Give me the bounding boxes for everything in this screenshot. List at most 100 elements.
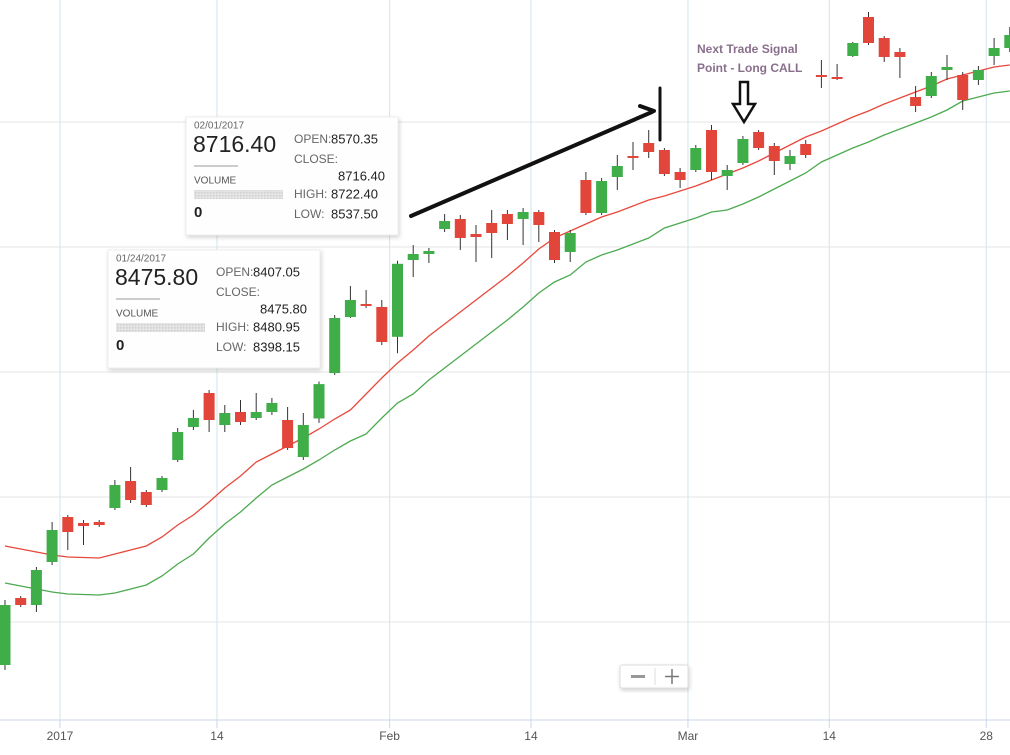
zoom-icon[interactable]: [631, 675, 645, 678]
candle-body: [957, 75, 969, 100]
tooltip-volume-label: VOLUME: [116, 309, 159, 320]
volume-bar: [116, 323, 205, 332]
candle-body: [501, 214, 513, 224]
tooltip-volume-label: VOLUME: [194, 176, 237, 187]
candle-body: [62, 517, 74, 532]
x-tick-label: Feb: [379, 729, 400, 743]
tooltip-field-value: 8716.40: [338, 168, 385, 183]
candles: [0, 12, 1010, 670]
candle-body: [407, 254, 419, 260]
candle-body: [282, 420, 294, 448]
candle-body: [611, 166, 623, 177]
candle-body: [30, 570, 42, 605]
tooltip-field-value: 8537.50: [331, 206, 378, 221]
candle-body: [0, 605, 11, 665]
pan-button[interactable]: [665, 669, 679, 684]
tooltip-field-value: 8475.80: [260, 301, 307, 316]
candle-body: [470, 234, 482, 237]
annotation: Next Trade Signal: [697, 42, 798, 56]
candle-body: [219, 413, 231, 425]
candle-body: [863, 17, 874, 43]
candle-body: [313, 384, 325, 419]
candle-body: [376, 307, 388, 342]
candle-body: [878, 38, 890, 57]
candle-body: [203, 393, 215, 420]
candle-body: [439, 221, 451, 229]
candle-body: [658, 150, 670, 174]
candle-body: [596, 181, 608, 213]
tooltip-date: 02/01/2017: [194, 121, 244, 132]
zoom-button[interactable]: [623, 668, 653, 685]
candle-body: [187, 418, 199, 427]
signal-arrow: [730, 80, 758, 125]
tooltip-field-label: OPEN:: [216, 265, 253, 279]
candle-body: [941, 67, 953, 70]
candle-body: [580, 180, 592, 213]
tooltip-volume: 0: [194, 204, 202, 221]
tooltip-box: [107, 249, 321, 369]
candle-body: [454, 219, 466, 238]
tooltip-field-label: OPEN:: [294, 132, 331, 146]
candle-body: [392, 263, 403, 337]
annotation: Point - Long CALL: [697, 61, 802, 75]
candle-body: [690, 148, 702, 170]
tooltip-price: 8716.40: [193, 131, 276, 157]
candle-body: [1004, 35, 1010, 48]
candle-body: [517, 212, 529, 219]
candle-body: [140, 492, 152, 505]
candle-body: [768, 146, 780, 161]
candle-body: [674, 172, 686, 180]
tooltip-field-label: LOW:: [216, 340, 246, 354]
tooltip-field-value: 8722.40: [331, 186, 378, 201]
candle-body: [250, 412, 262, 418]
candle-body: [235, 412, 246, 422]
candle-body: [831, 77, 843, 79]
candle-body: [46, 530, 58, 562]
tooltip-field-label: HIGH:: [294, 187, 327, 201]
candle-body: [109, 485, 121, 508]
candle-body: [910, 97, 922, 106]
moving-average-line: [4, 64, 1010, 559]
tooltip-field-value: 8570.35: [331, 131, 378, 146]
moving-average-line: [4, 90, 1010, 596]
candle-body: [643, 143, 655, 152]
candle-body: [706, 130, 717, 172]
candle-body: [925, 76, 937, 96]
candle-body: [172, 432, 184, 460]
tooltip-field-label: CLOSE:: [216, 285, 260, 299]
tooltip-date: 01/24/2017: [116, 254, 166, 265]
candle-body: [297, 425, 309, 457]
tooltip-field-value: 8398.15: [253, 339, 300, 354]
moving-averages: [4, 64, 1010, 596]
candle-body: [800, 144, 812, 155]
candle-body: [753, 132, 765, 148]
tooltip-field-label: LOW:: [294, 207, 324, 221]
candle-body: [266, 403, 278, 412]
candle-body: [344, 300, 356, 317]
tooltip-price: 8475.80: [115, 264, 198, 290]
candle-body: [847, 43, 859, 56]
candle-body: [533, 212, 545, 225]
tooltip-field-value: 8480.95: [253, 319, 300, 334]
candle-body: [360, 304, 372, 306]
volume-bar: [194, 190, 283, 199]
x-tick-label: 14: [210, 729, 224, 743]
trend-arrow: [409, 86, 662, 218]
candle-body: [784, 156, 796, 164]
candle-body: [564, 233, 576, 252]
x-axis-labels: 2017 14 Feb 14 Mar 14 28: [47, 720, 993, 743]
candle-body: [894, 52, 906, 57]
candle-body: [737, 139, 749, 163]
candle-body: [125, 481, 137, 500]
x-tick-label: Mar: [678, 729, 699, 743]
candle-body: [93, 522, 105, 525]
candle-body: [486, 223, 498, 233]
candle-body: [721, 170, 733, 176]
x-tick-label: 14: [524, 729, 538, 743]
